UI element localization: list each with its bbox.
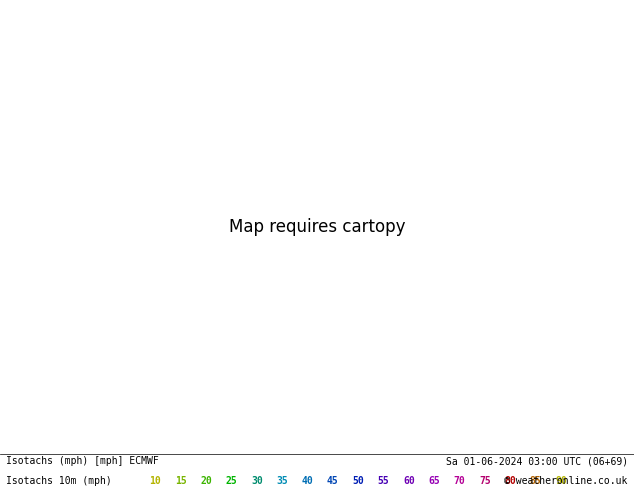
Text: Sa 01-06-2024 03:00 UTC (06+69): Sa 01-06-2024 03:00 UTC (06+69) [446, 456, 628, 466]
Text: 90: 90 [555, 476, 567, 486]
Text: Map requires cartopy: Map requires cartopy [229, 218, 405, 236]
Text: 55: 55 [378, 476, 389, 486]
Text: 50: 50 [353, 476, 364, 486]
Text: 25: 25 [226, 476, 237, 486]
Text: 70: 70 [454, 476, 465, 486]
Text: 85: 85 [530, 476, 541, 486]
Text: 40: 40 [302, 476, 313, 486]
Text: 80: 80 [505, 476, 516, 486]
Text: Isotachs (mph) [mph] ECMWF: Isotachs (mph) [mph] ECMWF [6, 456, 159, 466]
Text: 75: 75 [479, 476, 491, 486]
Text: 65: 65 [429, 476, 440, 486]
Text: 15: 15 [175, 476, 186, 486]
Text: 10: 10 [150, 476, 161, 486]
Text: 60: 60 [403, 476, 415, 486]
Text: © weatheronline.co.uk: © weatheronline.co.uk [504, 476, 628, 486]
Text: 35: 35 [276, 476, 288, 486]
Text: Isotachs 10m (mph): Isotachs 10m (mph) [6, 476, 112, 486]
Text: 45: 45 [327, 476, 339, 486]
Text: 30: 30 [251, 476, 262, 486]
Text: 20: 20 [200, 476, 212, 486]
